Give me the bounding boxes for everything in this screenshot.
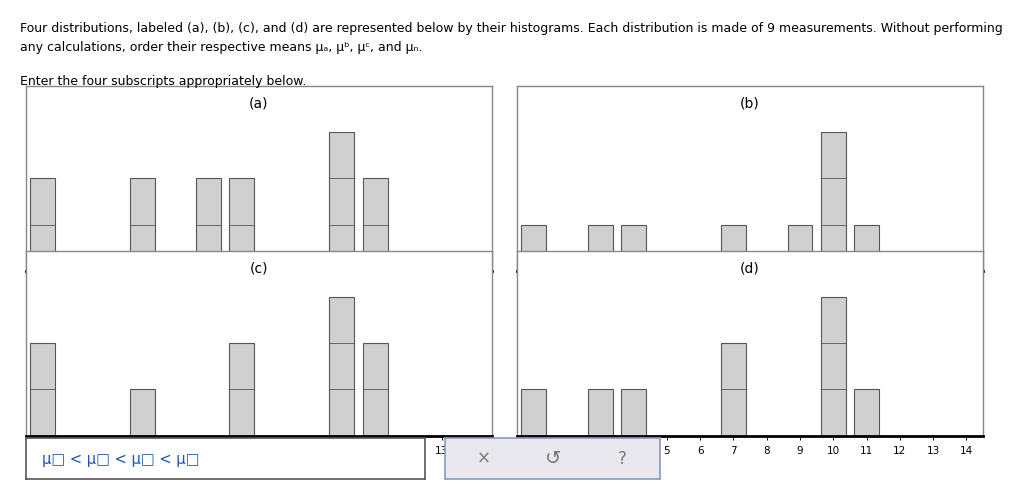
Bar xyxy=(130,390,155,436)
Bar xyxy=(362,344,387,436)
Bar xyxy=(197,179,221,271)
Text: ↺: ↺ xyxy=(545,448,561,467)
Bar xyxy=(229,179,254,271)
Text: ?: ? xyxy=(617,449,627,467)
Text: (c): (c) xyxy=(249,261,268,275)
Text: any calculations, order their respective means μₐ, μᵇ, μᶜ, and μₙ.: any calculations, order their respective… xyxy=(20,41,423,54)
Bar xyxy=(787,225,812,271)
Bar xyxy=(330,133,354,271)
Bar xyxy=(330,298,354,436)
Text: (a): (a) xyxy=(249,96,268,110)
Bar xyxy=(821,133,846,271)
Bar xyxy=(622,390,646,436)
Bar xyxy=(622,225,646,271)
Text: (b): (b) xyxy=(740,96,760,110)
Bar xyxy=(854,225,879,271)
Bar xyxy=(521,225,546,271)
Bar xyxy=(588,225,612,271)
Text: μ□ < μ□ < μ□ < μ□: μ□ < μ□ < μ□ < μ□ xyxy=(42,451,199,466)
Bar xyxy=(30,179,54,271)
Bar xyxy=(821,298,846,436)
Bar xyxy=(721,225,745,271)
Bar xyxy=(130,179,155,271)
Bar xyxy=(30,344,54,436)
Bar xyxy=(521,390,546,436)
Bar xyxy=(229,344,254,436)
Bar xyxy=(854,390,879,436)
Bar xyxy=(362,179,387,271)
Text: (d): (d) xyxy=(740,261,760,275)
Text: Four distributions, labeled (a), (b), (c), and (d) are represented below by thei: Four distributions, labeled (a), (b), (c… xyxy=(20,22,1004,35)
Text: Enter the four subscripts appropriately below.: Enter the four subscripts appropriately … xyxy=(20,75,307,88)
Bar xyxy=(588,390,612,436)
Bar xyxy=(721,344,745,436)
Text: ×: × xyxy=(477,449,492,467)
